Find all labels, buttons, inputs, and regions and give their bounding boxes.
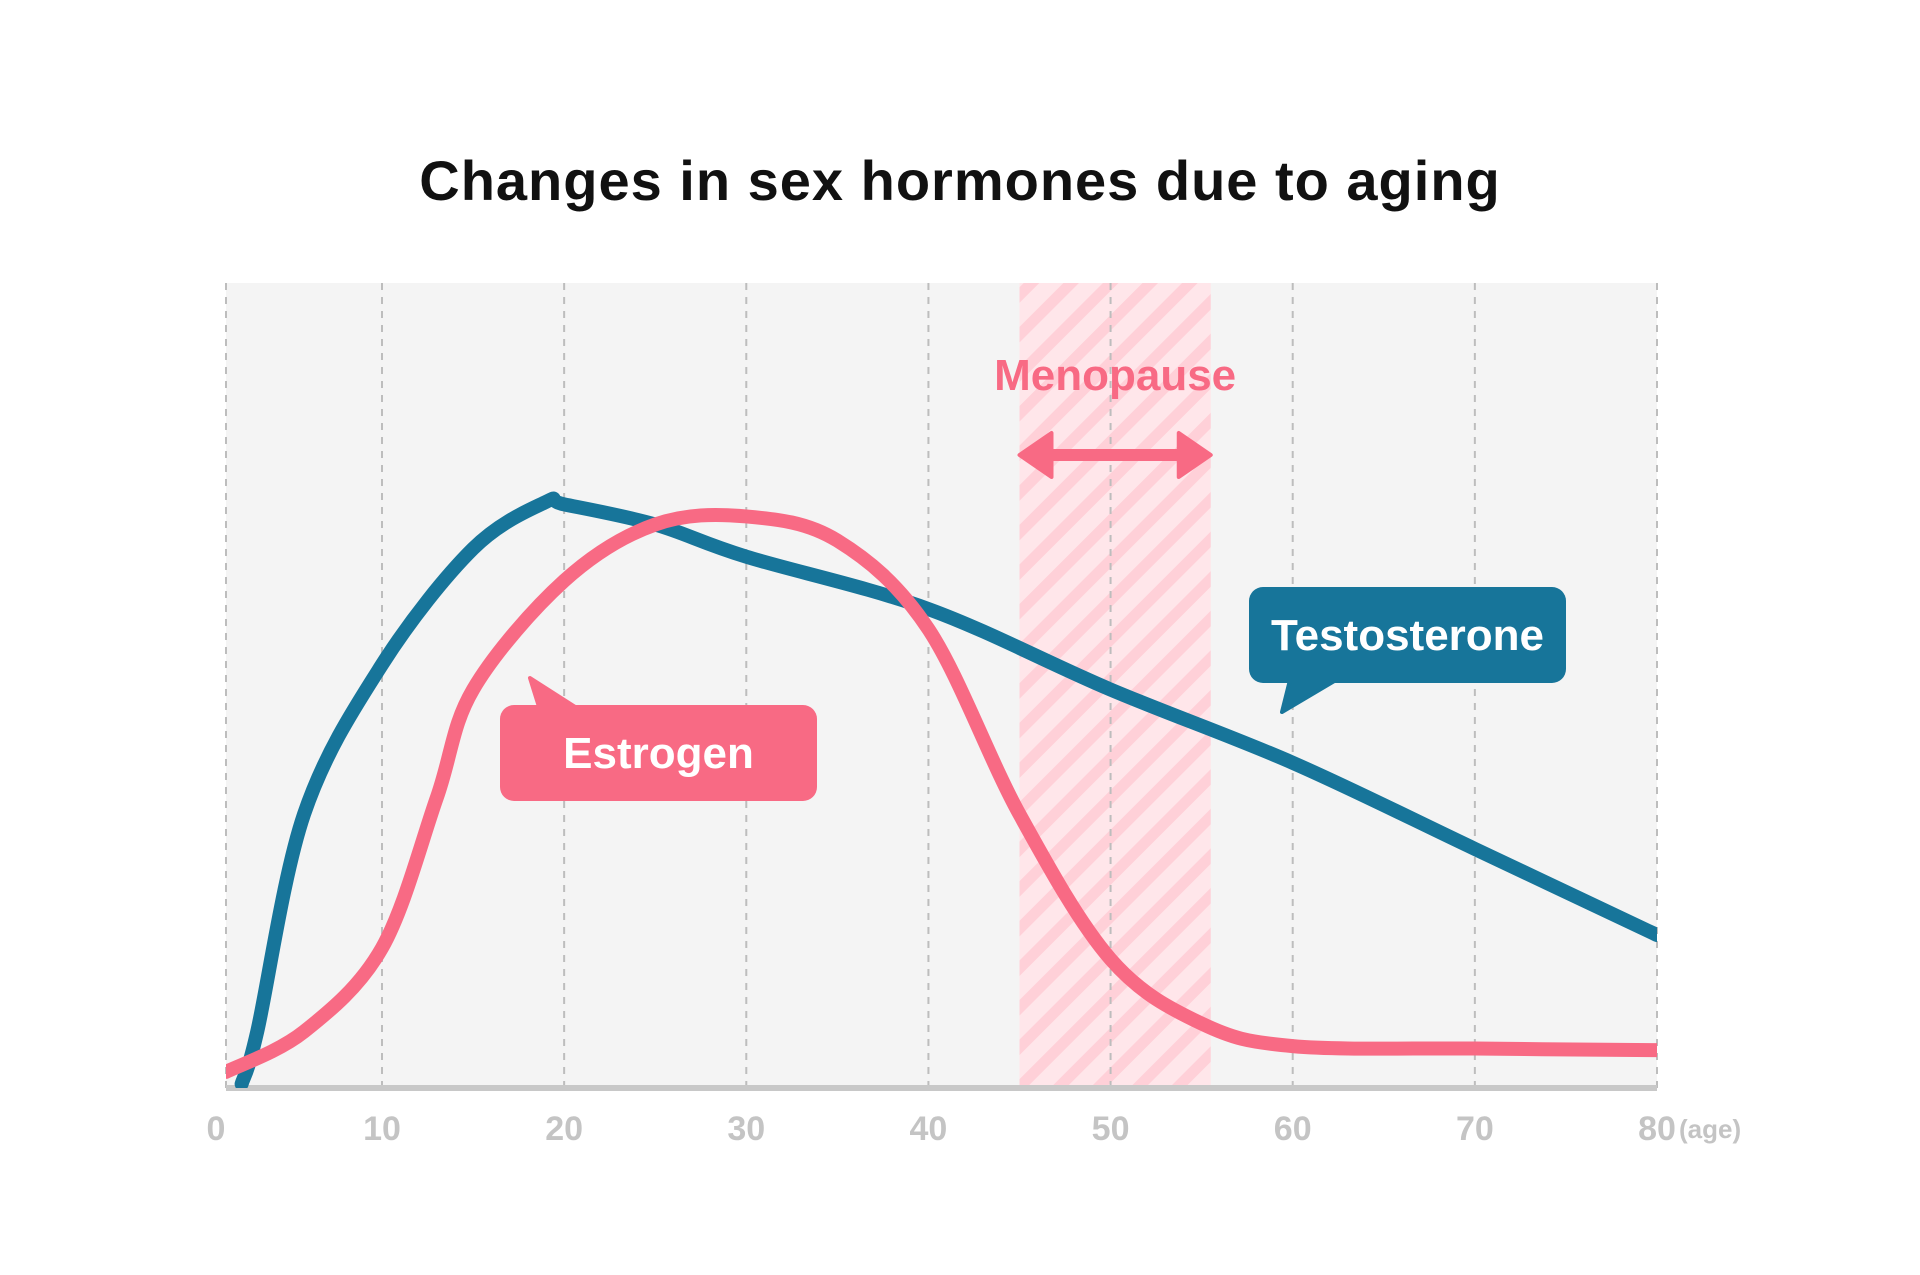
x-tick-label: 70	[1456, 1110, 1494, 1148]
x-tick-label: 0	[207, 1110, 226, 1148]
estrogen-legend-label: Estrogen	[563, 729, 754, 778]
estrogen-callout-box	[500, 705, 817, 801]
testosterone-callout-box	[1249, 587, 1566, 683]
series-line-estrogen	[226, 507, 1657, 1079]
x-tick-label: 60	[1274, 1110, 1312, 1148]
estrogen-callout: Estrogen	[500, 676, 817, 801]
testosterone-callout: Testosterone	[1249, 587, 1566, 714]
menopause-label: Menopause	[994, 351, 1236, 400]
x-tick-label: 80	[1638, 1110, 1676, 1148]
x-tick-label: 10	[363, 1110, 401, 1148]
plot-background	[226, 283, 1657, 1088]
menopause-arrow-heads	[1017, 431, 1213, 479]
x-axis-label: (age)	[1679, 1114, 1741, 1144]
testosterone-legend-label: Testosterone	[1271, 611, 1544, 660]
x-tick-label: 20	[545, 1110, 583, 1148]
x-tick-label: 40	[910, 1110, 948, 1148]
chart-title: Changes in sex hormones due to aging	[419, 149, 1501, 212]
x-tick-label: 30	[727, 1110, 765, 1148]
x-tick-label: 50	[1092, 1110, 1130, 1148]
